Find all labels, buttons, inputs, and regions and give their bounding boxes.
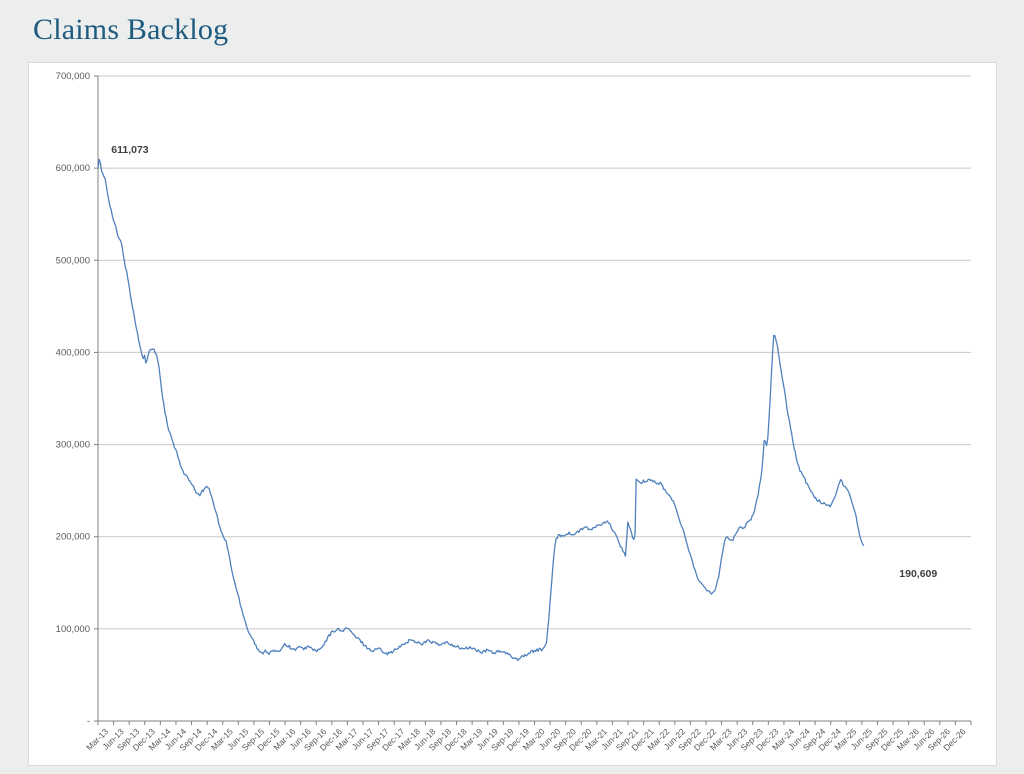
svg-text:-: - — [87, 716, 90, 727]
svg-text:600,000: 600,000 — [56, 163, 90, 174]
series-line — [97, 158, 865, 662]
svg-text:700,000: 700,000 — [56, 71, 90, 82]
svg-text:400,000: 400,000 — [56, 347, 90, 358]
chart-panel: - 100,000 200,000 300,000 400,000 500,000 600,… — [28, 62, 997, 766]
svg-text:500,000: 500,000 — [56, 255, 90, 266]
y-axis-labels: - 100,000 200,000 300,000 400,000 500,000 600,… — [56, 71, 90, 727]
page-title: Claims Backlog — [33, 13, 229, 46]
y-gridlines — [98, 75, 971, 630]
svg-text:200,000: 200,000 — [56, 532, 90, 543]
svg-text:611,073: 611,073 — [111, 144, 149, 156]
claims-backlog-chart: - 100,000 200,000 300,000 400,000 500,000 600,… — [56, 71, 972, 753]
svg-text:190,609: 190,609 — [899, 568, 937, 580]
data-callouts: 611,073 190,609 — [111, 144, 937, 580]
x-axis-labels: Mar-13Jun-13Sep-13Dec-13Mar-14Jun-14Sep-… — [84, 726, 968, 753]
axes — [94, 75, 972, 725]
svg-text:100,000: 100,000 — [56, 624, 90, 635]
svg-text:300,000: 300,000 — [56, 440, 90, 451]
